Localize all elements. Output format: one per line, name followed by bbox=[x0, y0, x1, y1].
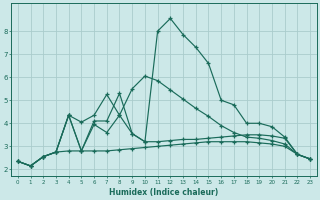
X-axis label: Humidex (Indice chaleur): Humidex (Indice chaleur) bbox=[109, 188, 219, 197]
